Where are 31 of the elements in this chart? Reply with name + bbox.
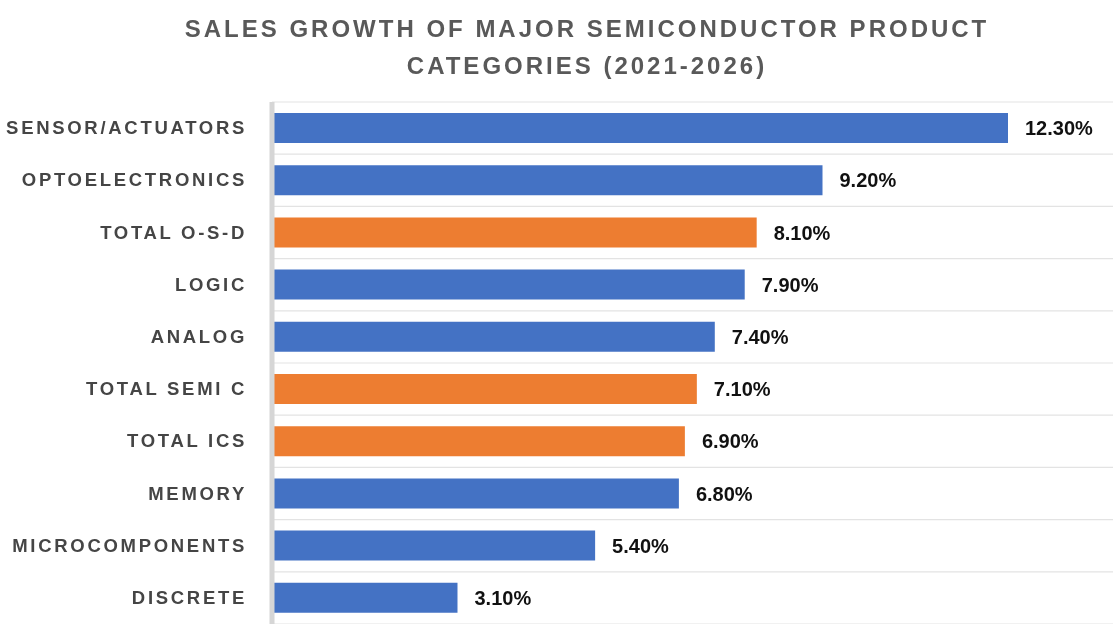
y-tick-label: SENSOR/ACTUATORS	[6, 117, 247, 139]
data-label: 7.40%	[731, 325, 789, 348]
data-label: 12.30%	[1025, 117, 1094, 140]
bar	[272, 374, 697, 404]
data-label: 7.90%	[761, 273, 819, 296]
bar	[272, 530, 596, 561]
bar	[272, 426, 685, 457]
y-tick-label: DISCRETE	[131, 586, 247, 608]
bar	[272, 165, 823, 196]
bar	[272, 582, 458, 613]
y-tick-label: OPTOELECTRONICS	[21, 169, 247, 191]
bar	[272, 321, 715, 352]
bar	[272, 217, 757, 248]
y-tick-label: TOTAL ICS	[127, 430, 247, 452]
y-tick-label: LOGIC	[174, 273, 247, 295]
data-label: 6.90%	[701, 430, 759, 453]
y-tick-label: MEMORY	[148, 482, 247, 504]
y-tick-label: ANALOG	[150, 325, 247, 347]
bar	[272, 269, 745, 300]
chart-title: SALES GROWTH OF MAJOR SEMICONDUCTOR PRODUCT CATEGORIES (2021-2026)	[183, 14, 991, 81]
bar	[272, 478, 679, 509]
y-tick-label: TOTAL SEMI C	[86, 378, 247, 400]
data-label: 6.80%	[695, 482, 753, 505]
bar	[272, 113, 1008, 143]
y-tick-label: TOTAL O-S-D	[100, 221, 247, 243]
data-label: 9.20%	[839, 169, 897, 192]
data-label: 3.10%	[474, 586, 532, 609]
data-label: 7.10%	[713, 378, 771, 401]
y-tick-label: MICROCOMPONENTS	[12, 534, 247, 556]
data-label: 5.40%	[612, 534, 670, 557]
data-label: 8.10%	[773, 221, 831, 244]
